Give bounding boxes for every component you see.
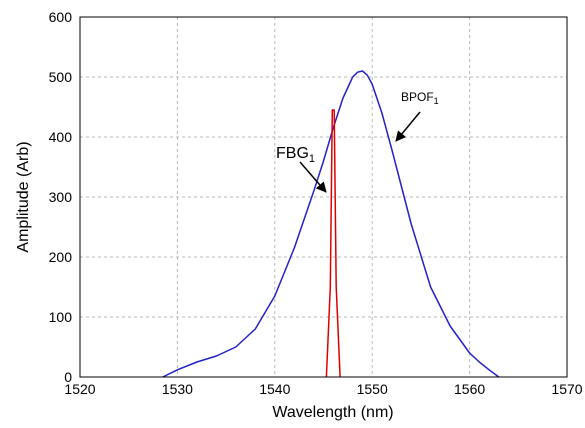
y-tick-label: 300 (49, 189, 73, 205)
plot-frame (79, 16, 568, 378)
y-tick-label: 200 (49, 249, 73, 265)
x-tick-label: 1570 (551, 381, 582, 397)
series-group (162, 70, 500, 378)
grid (80, 17, 567, 377)
series-line-bpof (162, 70, 500, 378)
annotation-bpof-subscript: 1 (434, 96, 439, 106)
annotation-fbg-subscript: 1 (309, 153, 315, 165)
annotation-bpof: BPOF1 (401, 90, 439, 106)
annotation-fbg-arrow (299, 161, 327, 193)
x-tick-label: 1560 (454, 381, 485, 397)
y-tick-label: 600 (49, 9, 73, 25)
x-tick-label: 1540 (259, 381, 290, 397)
x-tick-label: 1550 (357, 381, 388, 397)
y-tick-label: 0 (64, 369, 72, 385)
x-axis-label: Wavelength (nm) (272, 404, 393, 421)
annotation-bpof-arrow (395, 111, 421, 142)
x-tick-label: 1520 (64, 381, 95, 397)
annotation-fbg: FBG1 (276, 145, 315, 165)
y-tick-label: 100 (49, 309, 73, 325)
y-axis-label: Amplitude (Arb) (15, 141, 32, 252)
annotation-fbg-text: FBG (276, 145, 309, 162)
x-tick-label: 1530 (162, 381, 193, 397)
series-line-fbg (325, 109, 341, 378)
y-tick-label: 400 (49, 129, 73, 145)
annotation-bpof-text: BPOF (401, 90, 434, 104)
y-tick-label: 500 (49, 69, 73, 85)
tick-labels: 1520 1530 1540 1550 1560 1570 0 100 200 300 400 500… (49, 9, 583, 397)
